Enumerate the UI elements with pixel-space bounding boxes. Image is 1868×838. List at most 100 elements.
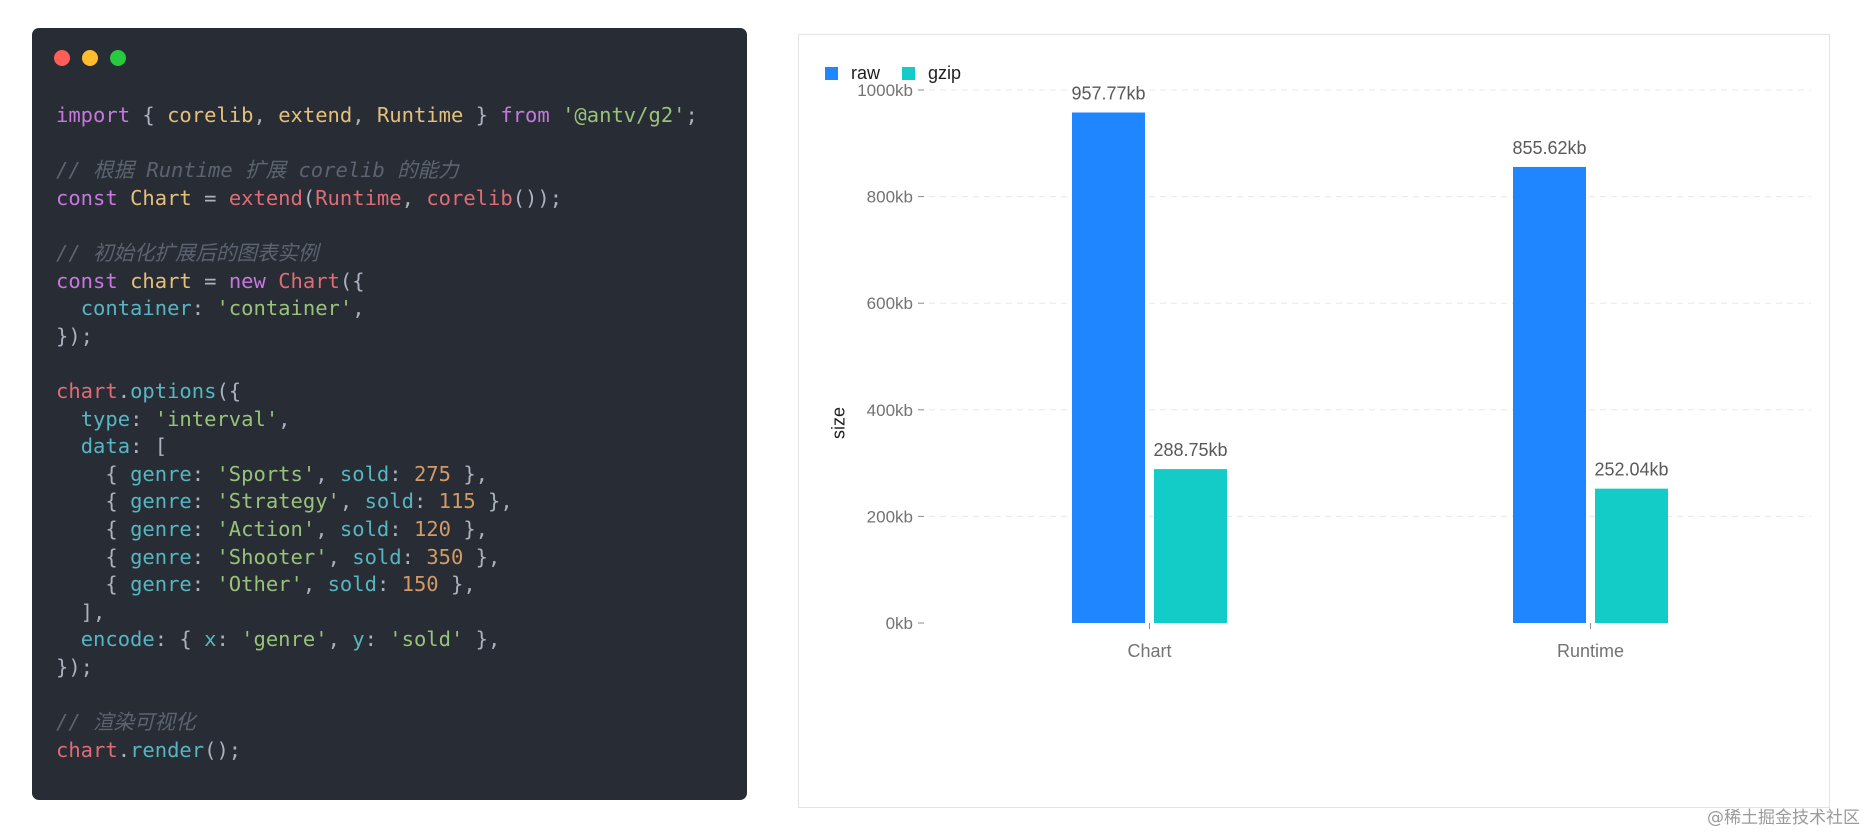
- code-token: {: [130, 103, 168, 127]
- code-line: chart.render();: [56, 737, 698, 765]
- code-block: import { corelib, extend, Runtime } from…: [56, 102, 698, 764]
- code-line: { genre: 'Action', sold: 120 },: [56, 516, 698, 544]
- code-token: 150: [401, 572, 439, 597]
- code-token: 115: [438, 489, 476, 514]
- code-token: Chart: [278, 268, 340, 293]
- code-token: 'Strategy': [216, 489, 340, 514]
- code-token: :: [413, 489, 439, 514]
- code-token: container: [80, 296, 192, 321]
- code-token: {: [56, 489, 131, 514]
- code-token: 'interval': [154, 406, 279, 431]
- code-line: [56, 130, 698, 158]
- x-tick-label: Chart: [1127, 641, 1171, 661]
- code-token: // 初始化扩展后的图表实例: [56, 240, 319, 265]
- code-token: ,: [327, 627, 353, 652]
- code-token: },: [463, 544, 501, 569]
- chart-legend: raw gzip: [825, 63, 983, 84]
- code-token: [56, 407, 81, 431]
- code-token: Runtime: [315, 185, 402, 210]
- code-token: 350: [426, 544, 464, 569]
- code-token: {: [56, 572, 131, 597]
- code-token: encode: [80, 627, 155, 652]
- code-token: ,: [352, 296, 365, 321]
- code-token: :: [191, 572, 217, 597]
- legend-item-gzip[interactable]: gzip: [902, 63, 961, 84]
- code-line: [56, 681, 698, 709]
- code-line: { genre: 'Shooter', sold: 350 },: [56, 544, 698, 572]
- y-tick-label: 200kb: [867, 507, 913, 526]
- code-token: ,: [302, 572, 328, 597]
- code-token: genre: [130, 572, 192, 597]
- code-token: const: [56, 268, 118, 293]
- code-line: { genre: 'Other', sold: 150 },: [56, 571, 698, 599]
- code-token: chart: [56, 737, 118, 762]
- code-token: type: [80, 406, 131, 431]
- code-line: container: 'container',: [56, 295, 698, 323]
- maximize-window-icon[interactable]: [110, 50, 126, 66]
- code-line: chart.options({: [56, 378, 698, 406]
- code-token: :: [191, 516, 217, 541]
- code-token: 275: [413, 461, 451, 486]
- legend-label: gzip: [928, 63, 962, 83]
- code-token: genre: [130, 461, 192, 486]
- code-token: .: [117, 378, 131, 403]
- code-line: type: 'interval',: [56, 406, 698, 434]
- code-token: import: [56, 103, 131, 127]
- code-token: sold: [327, 572, 377, 597]
- code-token: [56, 296, 81, 320]
- code-token: : [: [130, 434, 168, 459]
- code-token: 'Shooter': [216, 544, 328, 569]
- legend-swatch: [825, 67, 838, 80]
- code-token: ,: [339, 489, 365, 514]
- code-token: },: [475, 489, 513, 514]
- code-token: options: [130, 378, 217, 403]
- code-token: ,: [315, 461, 340, 486]
- code-token: ;: [685, 103, 698, 127]
- code-token: : {: [154, 627, 205, 652]
- code-token: chart: [130, 268, 192, 293]
- legend-item-raw[interactable]: raw: [825, 63, 880, 84]
- code-token: corelib: [167, 103, 254, 127]
- chart-plot: 0kb 200kb 400kb 600kb 800kb 1000kb 957.77kb 288…: [857, 81, 1811, 661]
- code-token: 'Other': [216, 572, 303, 597]
- code-token: '@antv/g2': [562, 103, 686, 127]
- window-controls: [54, 50, 126, 66]
- legend-swatch: [902, 67, 916, 80]
- code-token: .: [117, 737, 131, 762]
- minimize-window-icon[interactable]: [82, 50, 98, 66]
- code-token: [550, 103, 562, 127]
- code-token: ({: [216, 378, 242, 403]
- code-token: :: [389, 461, 414, 486]
- code-token: chart: [56, 378, 118, 403]
- code-token: :: [216, 627, 242, 652]
- code-token: ,: [278, 406, 291, 431]
- close-window-icon[interactable]: [54, 50, 70, 66]
- code-token: [56, 434, 81, 458]
- data-label: 855.62kb: [1512, 138, 1586, 158]
- code-line: import { corelib, extend, Runtime } from…: [56, 102, 698, 130]
- code-token: {: [56, 461, 131, 486]
- code-token: (: [302, 185, 316, 210]
- code-token: =: [191, 268, 229, 293]
- code-token: },: [451, 461, 489, 486]
- code-token: =: [191, 185, 229, 210]
- code-token: extend: [278, 103, 353, 127]
- code-line: // 根据 Runtime 扩展 corelib 的能力: [56, 157, 698, 185]
- code-token: },: [451, 516, 489, 541]
- code-token: data: [80, 434, 131, 459]
- code-line: // 初始化扩展后的图表实例: [56, 240, 698, 268]
- bar-gzip-runtime: [1595, 488, 1668, 623]
- y-tick-label: 1000kb: [857, 81, 913, 100]
- code-line: data: [: [56, 433, 698, 461]
- code-line: const chart = new Chart({: [56, 268, 698, 296]
- code-line: [56, 212, 698, 240]
- code-token: },: [463, 627, 501, 652]
- bar-gzip-chart: [1154, 469, 1227, 623]
- code-line: { genre: 'Sports', sold: 275 },: [56, 461, 698, 489]
- code-token: [56, 627, 81, 651]
- code-token: });: [56, 323, 94, 348]
- code-token: new: [228, 268, 266, 293]
- code-token: genre: [130, 544, 192, 569]
- code-token: 'sold': [389, 627, 464, 652]
- code-token: :: [191, 544, 217, 569]
